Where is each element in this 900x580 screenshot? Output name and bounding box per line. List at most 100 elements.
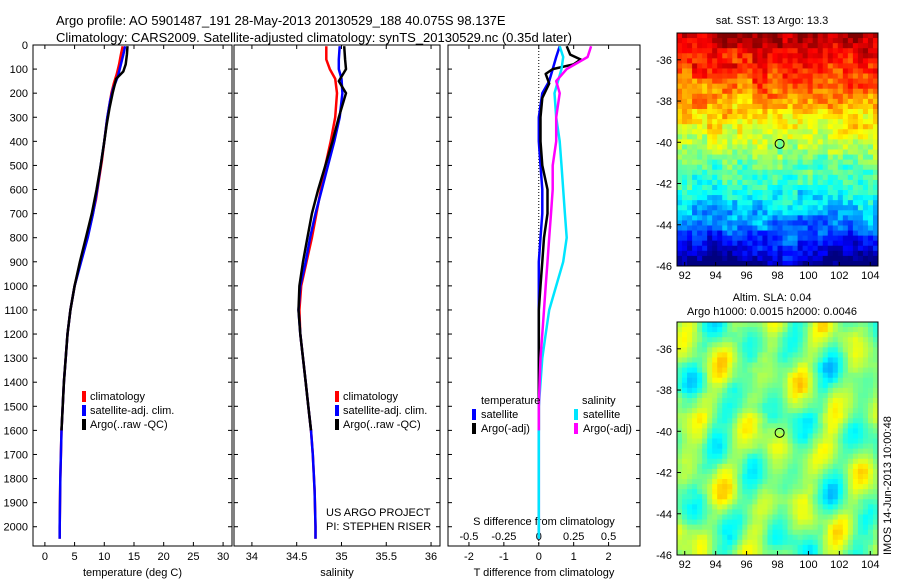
map-cell (842, 357, 849, 363)
map-cell (677, 499, 683, 505)
map-cell (752, 367, 758, 374)
map-cell (747, 154, 753, 161)
map-cell (732, 463, 738, 470)
map-cell (872, 169, 879, 176)
map-cell (812, 362, 819, 368)
map-cell (812, 337, 819, 343)
map-cell (732, 484, 738, 490)
map-cell (757, 179, 763, 186)
map-cell (787, 159, 793, 166)
map-cell (677, 119, 683, 125)
map-cell (777, 463, 783, 470)
map-cell (852, 423, 859, 429)
map-cell (802, 408, 809, 414)
map-cell (867, 103, 874, 110)
map-cell (772, 235, 778, 242)
map-cell (732, 322, 738, 328)
map-cell (802, 144, 809, 150)
map-cell (712, 428, 718, 434)
map-cell (712, 448, 718, 455)
map-cell (752, 423, 758, 429)
map-cell (862, 382, 869, 389)
map-cell (822, 413, 829, 419)
map-cell (722, 519, 728, 526)
map-cell (822, 327, 829, 333)
map-cell (797, 43, 804, 49)
map-cell (812, 250, 819, 257)
map-cell (762, 494, 768, 500)
map-cell (682, 245, 688, 252)
map-cell (747, 392, 753, 399)
map-cell (797, 68, 804, 74)
map-cell (737, 220, 743, 226)
map-cell (727, 159, 733, 166)
map-cell (832, 352, 839, 358)
depth-tick-label: 2000 (4, 522, 28, 534)
map-cell (772, 367, 778, 374)
map-cell (867, 443, 874, 450)
map-cell (797, 78, 804, 85)
map-cell (742, 408, 748, 414)
map-cell (822, 205, 829, 211)
map-cell (747, 88, 753, 95)
map-cell (847, 367, 854, 374)
map-cell (787, 215, 793, 221)
map-cell (792, 78, 799, 85)
map-cell (687, 190, 693, 196)
map-cell (692, 362, 698, 368)
map-cell (712, 190, 718, 196)
map-cell (857, 342, 864, 348)
map-cell (692, 225, 698, 231)
map-cell (707, 93, 713, 100)
map-cell (752, 342, 758, 348)
map-cell (802, 63, 809, 69)
map-cell (707, 124, 713, 130)
map-cell (707, 43, 713, 49)
map-cell (842, 484, 849, 490)
map-cell (797, 372, 804, 379)
map-cell (852, 337, 859, 343)
map-cell (782, 499, 788, 505)
map-cell (842, 352, 849, 358)
map-cell (717, 93, 723, 100)
map-cell (777, 504, 783, 510)
map-cell (767, 200, 773, 206)
map-cell (707, 387, 713, 394)
map-cell (817, 367, 824, 374)
map-cell (717, 63, 723, 69)
map-cell (767, 139, 773, 145)
map-cell (832, 255, 839, 262)
map-cell (747, 83, 753, 90)
map-cell (832, 509, 839, 515)
map-cell (857, 524, 864, 531)
map-cell (707, 195, 713, 201)
map-cell (862, 377, 869, 384)
map-cell (827, 473, 834, 480)
map-cell (762, 342, 768, 348)
map-cell (712, 322, 718, 328)
map-cell (802, 372, 809, 379)
map-cell (812, 509, 819, 515)
map-cell (687, 149, 693, 155)
map-cell (822, 88, 829, 95)
map-cell (777, 392, 783, 399)
map-cell (812, 468, 819, 475)
map-cell (782, 403, 788, 409)
map-cell (717, 418, 723, 424)
map-cell (772, 124, 778, 130)
map-cell (787, 190, 793, 196)
map-cell (682, 114, 688, 120)
map-cell (792, 362, 799, 368)
map-cell (692, 154, 698, 161)
plot-frame (32, 44, 233, 547)
map-cell (857, 322, 864, 328)
map-cell (702, 260, 708, 267)
map-cell (827, 93, 834, 100)
map-cell (697, 124, 703, 130)
map-cell (802, 88, 809, 95)
map-cell (852, 149, 859, 155)
map-cell (797, 159, 804, 166)
map-cell (767, 119, 773, 125)
map-cell (712, 235, 718, 242)
